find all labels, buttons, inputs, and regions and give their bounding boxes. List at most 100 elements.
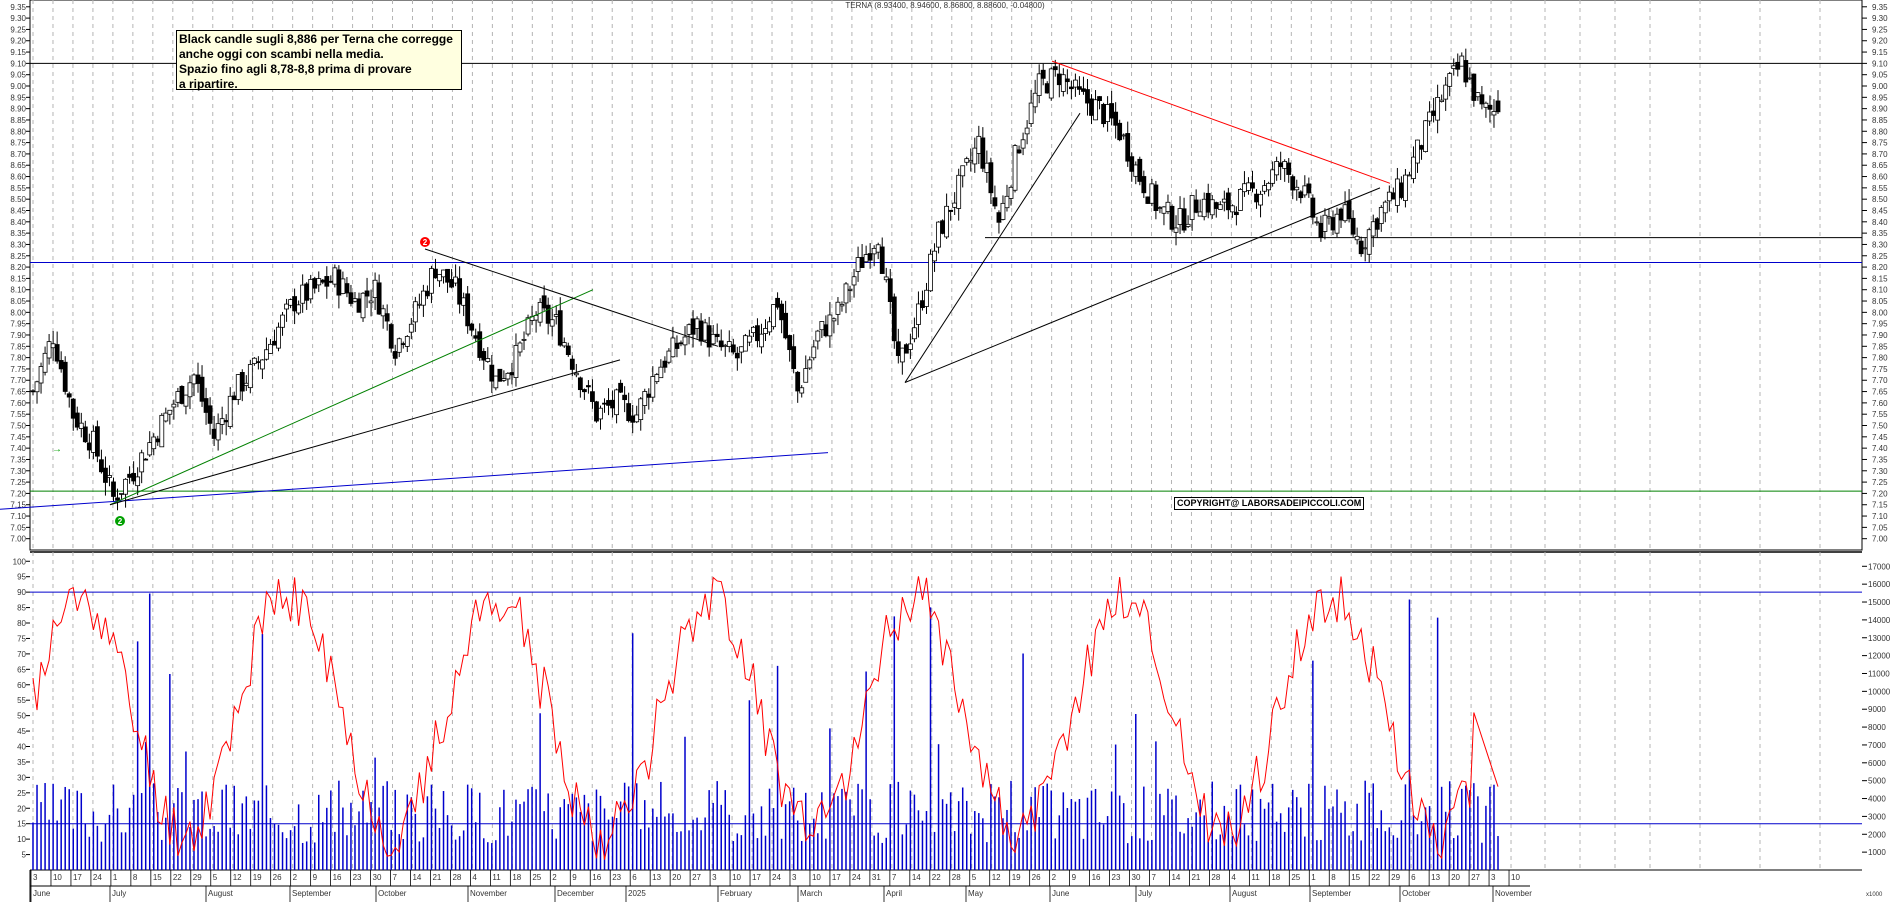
candle xyxy=(843,283,849,304)
x-tick-day: 10 xyxy=(812,873,821,882)
x-tick-day: 26 xyxy=(273,873,282,882)
candle xyxy=(139,452,145,473)
candle xyxy=(1213,202,1219,209)
y-tick-right: 7.95 xyxy=(1872,320,1888,329)
x-tick-day: 27 xyxy=(692,873,701,882)
candle xyxy=(1451,65,1457,69)
oscillator-line xyxy=(32,576,1499,860)
candle xyxy=(195,374,201,384)
candle xyxy=(1121,134,1127,137)
x-tick-day: 20 xyxy=(672,873,681,882)
candle xyxy=(167,409,173,415)
x-tick-month: April xyxy=(886,889,902,898)
y-tick-right: 7.45 xyxy=(1872,433,1888,442)
candle xyxy=(1109,103,1115,119)
candle xyxy=(388,324,394,349)
candle xyxy=(1310,197,1316,218)
candle xyxy=(1012,145,1018,191)
x-tick-day: 17 xyxy=(73,873,82,882)
candle xyxy=(875,244,881,253)
candle xyxy=(90,430,96,453)
x-tick-day: 5 xyxy=(213,873,218,882)
trendline xyxy=(1051,60,1391,184)
candle xyxy=(1390,192,1396,200)
osc-tick: 75 xyxy=(17,634,26,643)
candle xyxy=(429,268,434,294)
candle xyxy=(1258,193,1263,206)
candle xyxy=(883,276,889,281)
candle xyxy=(606,400,611,406)
candle xyxy=(988,162,994,194)
candle xyxy=(1382,201,1388,214)
x-tick-day: 22 xyxy=(932,873,941,882)
candle xyxy=(626,403,632,422)
x-tick-day: 28 xyxy=(952,873,961,882)
x-tick-day: 24 xyxy=(852,873,861,882)
x-tick-day: 8 xyxy=(1331,873,1336,882)
candle xyxy=(1068,86,1074,90)
candle xyxy=(78,422,84,429)
candle xyxy=(1016,149,1022,154)
y-tick-right: 9.15 xyxy=(1872,48,1888,57)
candle xyxy=(525,317,531,335)
candle xyxy=(308,279,314,300)
candle xyxy=(827,314,833,337)
candle xyxy=(602,402,607,405)
candle xyxy=(107,475,112,478)
candle xyxy=(420,290,426,306)
trendline xyxy=(109,289,594,506)
osc-tick: 45 xyxy=(17,727,26,736)
y-tick-left: 7.90 xyxy=(10,331,26,340)
x-tick-day: 21 xyxy=(432,873,441,882)
candle xyxy=(1266,182,1271,191)
candle xyxy=(231,395,237,401)
y-tick-left: 8.65 xyxy=(10,161,26,170)
osc-tick: 95 xyxy=(17,573,26,582)
candle xyxy=(1064,78,1070,83)
candle xyxy=(932,250,937,262)
candle xyxy=(280,314,285,328)
candle xyxy=(485,358,491,362)
y-tick-left: 9.10 xyxy=(10,59,26,68)
y-tick-right: 7.80 xyxy=(1872,354,1888,363)
candle xyxy=(50,343,56,349)
candle xyxy=(666,350,672,363)
x-tick-day: 18 xyxy=(512,873,521,882)
x-tick-day: 23 xyxy=(612,873,621,882)
candle xyxy=(344,283,350,294)
y-tick-left: 8.60 xyxy=(10,173,26,182)
candle xyxy=(1225,192,1231,211)
x-tick-month: August xyxy=(208,889,234,898)
annotation-line-2: anche oggi con scambi nella media. xyxy=(179,47,384,61)
candle xyxy=(960,165,966,177)
candle xyxy=(1085,89,1090,104)
y-tick-left: 7.60 xyxy=(10,399,26,408)
x-tick-day: 23 xyxy=(353,873,362,882)
y-tick-left: 7.40 xyxy=(10,444,26,453)
candle xyxy=(891,296,897,342)
candle xyxy=(70,398,76,419)
x-tick-day: 7 xyxy=(892,873,897,882)
candle xyxy=(1459,55,1465,67)
candle xyxy=(1197,211,1203,217)
vol-tick: 16000 xyxy=(1868,580,1890,589)
y-tick-right: 8.50 xyxy=(1872,195,1888,204)
candle xyxy=(771,304,776,328)
y-tick-right: 9.05 xyxy=(1872,71,1888,80)
candle xyxy=(698,320,704,342)
x-tick-day: 4 xyxy=(1231,873,1236,882)
y-tick-right: 8.45 xyxy=(1872,206,1888,215)
candle xyxy=(66,393,72,398)
candle xyxy=(964,158,970,163)
candle xyxy=(767,321,772,333)
y-tick-left: 7.05 xyxy=(10,523,26,532)
candle xyxy=(272,340,277,346)
candle xyxy=(360,292,366,319)
candle xyxy=(461,297,467,306)
y-tick-left: 7.00 xyxy=(10,535,26,544)
candle xyxy=(581,389,587,393)
candle xyxy=(598,407,603,420)
candle xyxy=(638,398,644,420)
candle xyxy=(976,135,982,154)
candle xyxy=(400,343,406,345)
